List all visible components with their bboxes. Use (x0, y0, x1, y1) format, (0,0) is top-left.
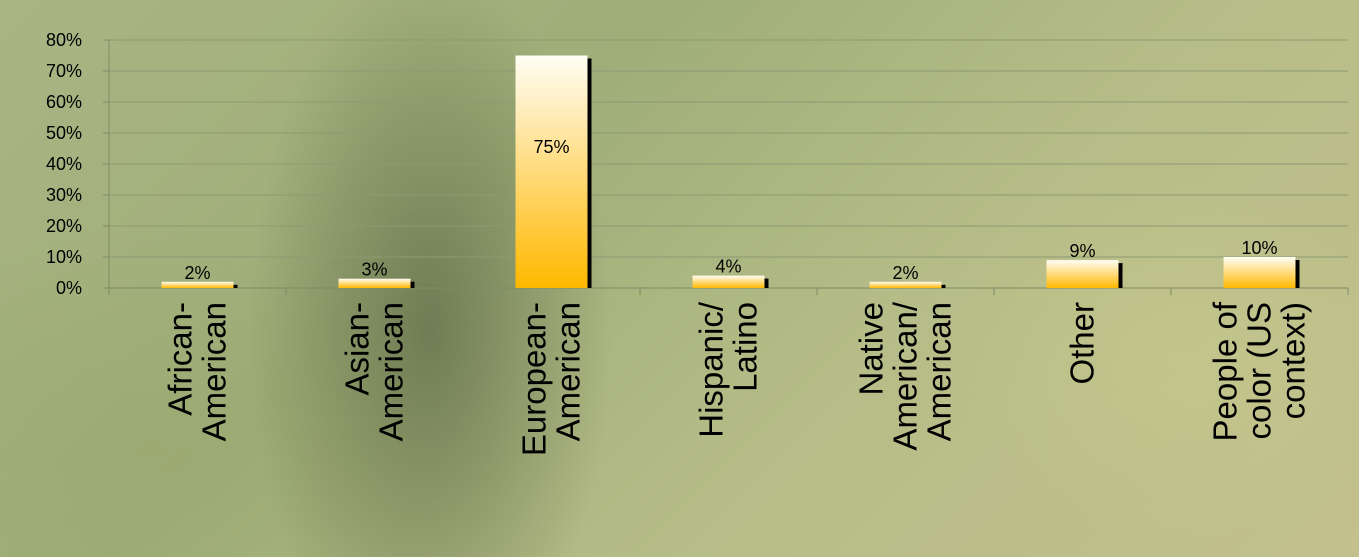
gridlines (103, 39, 1349, 295)
x-category-label: European-American (516, 302, 587, 456)
y-tick-label: 0% (56, 278, 82, 298)
x-category-label: Asian-American (339, 302, 410, 441)
x-category-label-line: American (373, 302, 410, 441)
y-tick-label: 30% (46, 185, 82, 205)
bar-shadow (587, 58, 592, 288)
bars (161, 55, 1300, 288)
data-label: 9% (1069, 241, 1095, 261)
y-tick-label: 80% (46, 30, 82, 50)
x-category-label: African-American (162, 302, 233, 441)
x-category-label-line: Latino (727, 302, 764, 392)
bar (869, 281, 942, 288)
y-axis-tick-labels: 0% 10% 20% 30% 40% 50% 60% 70% 80% (46, 30, 82, 298)
x-category-label-line: American (550, 302, 587, 441)
data-labels: 2% 3% 75% 4% 2% 9% 10% (184, 137, 1277, 283)
x-category-label-line: color (US (1241, 302, 1278, 440)
y-tick-label: 40% (46, 154, 82, 174)
y-tick-label: 50% (46, 123, 82, 143)
x-category-label-line: Native (853, 302, 890, 396)
bar (1223, 257, 1296, 288)
bar-shadow (764, 278, 769, 288)
data-label: 4% (715, 257, 741, 277)
data-label: 10% (1241, 238, 1277, 258)
bar (338, 278, 411, 288)
x-category-label-line: European- (516, 302, 553, 456)
x-category-label-line: context) (1275, 302, 1312, 419)
bar-shadow (233, 284, 238, 288)
x-category-label-line: American (921, 302, 958, 441)
category-labels: African-American Asian-American European-A… (162, 301, 1312, 456)
bar-shadow (941, 284, 946, 288)
y-tick-label: 60% (46, 92, 82, 112)
x-category-label-line: Other (1064, 302, 1101, 385)
bar-shadow (1118, 263, 1123, 288)
x-category-label-line: People of (1207, 301, 1244, 441)
x-category-label-line: Asian- (339, 302, 376, 396)
y-tick-label: 10% (46, 247, 82, 267)
bar (161, 281, 234, 288)
x-category-label: Other (1064, 302, 1101, 385)
data-label: 75% (533, 137, 569, 157)
bar (692, 275, 765, 288)
data-label: 3% (361, 260, 387, 280)
x-category-label-line: American/ (887, 301, 924, 450)
y-tick-label: 70% (46, 61, 82, 81)
bar-shadow (410, 281, 415, 288)
bar (1046, 260, 1119, 288)
data-label: 2% (892, 263, 918, 283)
x-category-label-line: Hispanic/ (693, 301, 730, 438)
bar-shadow (1295, 260, 1300, 288)
x-category-label-line: American (196, 302, 233, 441)
x-category-label: Hispanic/Latino (693, 301, 764, 438)
y-tick-label: 20% (46, 216, 82, 236)
data-label: 2% (184, 263, 210, 283)
bar (515, 55, 588, 288)
x-category-label-line: African- (162, 302, 199, 416)
